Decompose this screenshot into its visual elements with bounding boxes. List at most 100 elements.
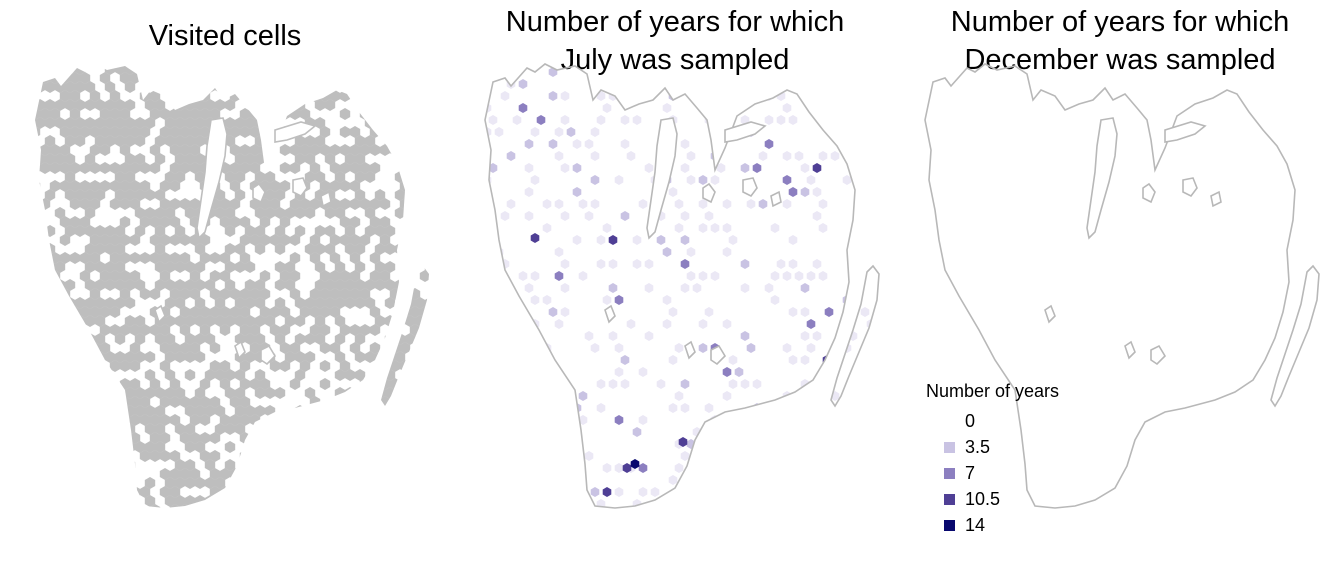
visited-cell [259,378,271,390]
visited-cell [104,297,116,309]
lake-outline [1044,304,1056,324]
visited-cell [309,162,321,174]
visited-cell [254,153,266,165]
visited-cell [174,261,186,273]
visited-cell [455,153,465,165]
visited-cell [435,297,445,309]
visited-cell [65,513,75,525]
visited-cell [74,369,86,381]
visited-cell [229,64,241,66]
july-cell [842,175,852,185]
visited-cell [35,396,41,408]
visited-cell [329,432,341,444]
lake [292,177,308,198]
visited-cell [254,297,266,309]
visited-cell [354,369,366,381]
visited-cell [379,234,391,246]
visited-cell [349,126,361,138]
visited-cell [254,405,266,417]
visited-cell [35,64,41,66]
visited-cell [430,432,440,444]
visited-cell [214,315,226,327]
july-cell [818,199,828,209]
visited-cell [49,324,61,336]
visited-cell [35,315,36,327]
visited-cell [239,252,251,264]
visited-cell [445,441,455,453]
visited-cell [259,306,271,318]
visited-cell [404,171,416,183]
visited-cell [379,198,391,210]
visited-cell [84,441,96,453]
july-cell [668,307,678,317]
july-cell [836,403,846,413]
visited-cell [299,450,311,462]
visited-cell [114,243,126,255]
july-cell [740,331,750,341]
july-cell [560,91,570,101]
visited-cell [84,477,96,489]
july-cell [800,187,810,197]
visited-cell [324,405,336,417]
visited-cell [109,234,121,246]
visited-cell [440,378,450,390]
july-cell [800,307,810,317]
visited-cell [44,315,56,327]
visited-cell [419,252,429,264]
visited-cell [154,153,166,165]
visited-cell [189,468,201,480]
visited-cell [384,405,396,417]
visited-cell [224,495,236,507]
visited-cell [119,450,131,462]
july-cell [488,115,498,125]
visited-cell [54,99,66,111]
visited-cell [35,342,41,354]
visited-cell [114,117,126,129]
july-cell [878,127,879,137]
visited-cell [334,315,346,327]
visited-cell [59,234,71,246]
visited-cell [455,135,465,147]
visited-cell [399,396,411,408]
visited-cell [309,234,321,246]
map-visited-cells [25,64,465,530]
visited-cell [54,333,66,345]
visited-cell [309,306,321,318]
visited-cell [219,64,231,66]
visited-cell [319,504,331,508]
visited-cell [419,108,429,120]
visited-cell [134,153,146,165]
panel-title-july: Number of years for which July was sampl… [470,3,880,79]
july-cell [812,259,822,269]
visited-cell [114,459,126,471]
visited-cell [124,387,136,399]
visited-cell [430,234,440,246]
visited-cell [89,432,101,444]
visited-cell [319,342,331,354]
visited-cell [264,423,276,435]
visited-cell [440,90,450,102]
july-cell [608,331,618,341]
visited-cell [304,351,316,363]
visited-cell [280,522,290,530]
visited-cell [219,360,231,372]
visited-cell [430,360,440,372]
july-cell [524,355,534,365]
visited-cell [179,252,191,264]
visited-cell [279,216,291,228]
july-cell [680,283,690,293]
visited-cell [39,144,51,156]
legend-label: 3.5 [965,436,991,457]
visited-cell [25,252,30,264]
visited-cell [349,432,361,444]
visited-cell [249,126,261,138]
july-cell [614,487,624,497]
visited-cell [435,189,445,201]
visited-cell [404,423,416,435]
july-cell [633,523,642,530]
visited-cell [339,468,351,480]
visited-cell [354,153,366,165]
july-cell [602,223,612,233]
july-cell [764,283,774,293]
visited-cell [109,270,121,282]
